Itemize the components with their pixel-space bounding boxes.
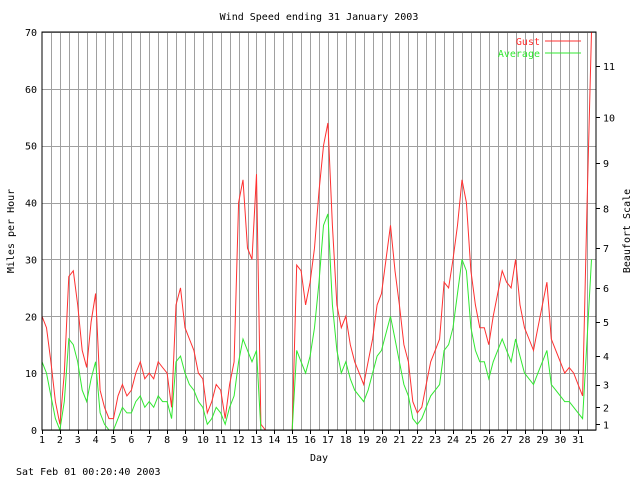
plot-frame — [41, 31, 597, 431]
beaufort-tick-label: 1 — [603, 420, 609, 431]
x-tick-label: 9 — [182, 435, 188, 446]
y-tick-label: 30 — [25, 255, 37, 266]
x-tick-label: 19 — [358, 435, 370, 446]
x-tick-label: 27 — [501, 435, 513, 446]
x-tick-label: 15 — [286, 435, 298, 446]
x-tick-label: 30 — [554, 435, 566, 446]
y2-axis-label: Beaufort Scale — [622, 189, 633, 273]
x-tick-label: 12 — [233, 435, 245, 446]
x-tick-label: 16 — [304, 435, 316, 446]
x-tick-label: 2 — [57, 435, 63, 446]
beaufort-tick-label: 11 — [603, 62, 615, 73]
beaufort-tick-label: 3 — [603, 381, 609, 392]
x-tick-label: 11 — [215, 435, 227, 446]
x-tick-label: 21 — [393, 435, 405, 446]
x-tick-label: 26 — [483, 435, 495, 446]
y-tick-label: 60 — [25, 85, 37, 96]
x-tick-label: 6 — [128, 435, 134, 446]
x-tick-label: 28 — [518, 435, 530, 446]
x-tick-label: 13 — [250, 435, 262, 446]
x-tick-label: 29 — [536, 435, 548, 446]
x-tick-label: 5 — [110, 435, 116, 446]
x-tick-label: 4 — [93, 435, 99, 446]
x-tick-label: 14 — [268, 435, 280, 446]
x-tick-label: 10 — [197, 435, 209, 446]
beaufort-tick-label: 8 — [603, 204, 609, 215]
beaufort-tick-label: 4 — [603, 352, 609, 363]
beaufort-tick-label: 9 — [603, 159, 609, 170]
beaufort-tick-label: 6 — [603, 284, 609, 295]
x-tick-label: 1 — [39, 435, 45, 446]
y-tick-label: 70 — [25, 28, 37, 39]
series-line-average — [41, 213, 592, 432]
timestamp-footer: Sat Feb 01 00:20:40 2003 — [16, 467, 161, 478]
chart-title: Wind Speed ending 31 January 2003 — [220, 12, 419, 23]
beaufort-tick-label: 7 — [603, 244, 609, 255]
y-tick-label: 10 — [25, 369, 37, 380]
y-axis-label: Miles per Hour — [6, 189, 17, 273]
y-tick-label: 20 — [25, 312, 37, 323]
x-tick-label: 25 — [465, 435, 477, 446]
y-tick-label: 0 — [31, 426, 37, 437]
x-tick-label: 24 — [447, 435, 459, 446]
legend-label-gust: Gust — [516, 37, 540, 48]
x-tick-label: 18 — [340, 435, 352, 446]
y-tick-label: 40 — [25, 199, 37, 210]
legend-label-average: Average — [498, 49, 540, 60]
beaufort-tick-label: 2 — [603, 403, 609, 414]
x-tick-label: 31 — [572, 435, 584, 446]
beaufort-tick-label: 5 — [603, 318, 609, 329]
series-line-gust — [41, 31, 592, 431]
x-tick-label: 23 — [429, 435, 441, 446]
beaufort-tick-label: 10 — [603, 113, 615, 124]
x-tick-label: 17 — [322, 435, 334, 446]
y-tick-label: 50 — [25, 142, 37, 153]
x-axis-label: Day — [310, 453, 328, 464]
grid-lines — [42, 32, 596, 431]
series-lines — [41, 31, 592, 432]
x-tick-label: 20 — [376, 435, 388, 446]
x-tick-label: 7 — [146, 435, 152, 446]
x-tick-label: 8 — [164, 435, 170, 446]
x-tick-label: 22 — [411, 435, 423, 446]
legend: Gust Average — [498, 37, 581, 60]
x-tick-label: 3 — [75, 435, 81, 446]
